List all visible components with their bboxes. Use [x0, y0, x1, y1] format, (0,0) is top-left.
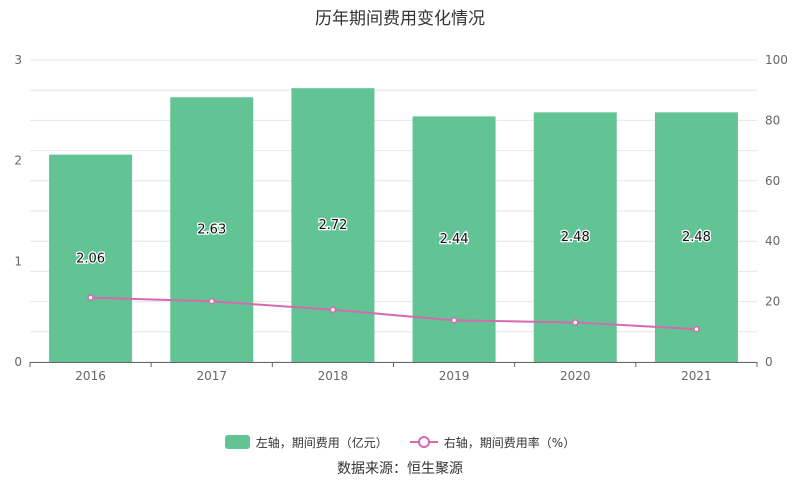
- legend-item-line[interactable]: 右轴，期间费用率（%）: [409, 434, 576, 451]
- right-axis-tick-label: 20: [765, 295, 780, 309]
- legend-bar-swatch-icon: [224, 435, 250, 449]
- line-point: [87, 294, 94, 301]
- legend-bar-label: 左轴，期间费用（亿元）: [255, 435, 388, 450]
- line-point: [693, 325, 700, 333]
- chart-title: 历年期间费用变化情况: [315, 9, 485, 29]
- bar-data-label: 2.48: [561, 230, 590, 245]
- bar-data-label: 2.63: [197, 223, 226, 238]
- right-axis-tick-label: 40: [765, 234, 780, 248]
- x-axis-tick-label: 2021: [681, 369, 712, 383]
- bar-data-label: 2.48: [682, 230, 711, 245]
- right-axis-tick-label: 60: [765, 174, 780, 188]
- line-point: [572, 319, 579, 326]
- line-path: [90, 296, 697, 331]
- right-axis-tick-label: 0: [765, 355, 773, 369]
- right-axis-tick-label: 100: [765, 53, 788, 67]
- data-labels: 2.06 2.63 2.72 2.44 2.48 2.48: [75, 217, 712, 268]
- x-axis-tick-label: 2018: [318, 369, 349, 383]
- legend-line-swatch-icon: [409, 436, 438, 448]
- grid-lines: [30, 59, 757, 363]
- bar-data-label: 2.44: [440, 232, 469, 247]
- right-axis-tick-label: 80: [765, 113, 780, 127]
- bar-series: [49, 88, 738, 362]
- legend-item-bar[interactable]: 左轴，期间费用（亿元）: [224, 434, 388, 451]
- x-axis-tick-label: 2020: [560, 369, 591, 383]
- data-source: 数据来源：恒生聚源: [337, 461, 463, 477]
- axes: 0 1 2 3 0 20 40 60 80 100 2016 2017 2018 2019 2020 2021: [14, 53, 788, 383]
- bar: [170, 97, 254, 362]
- bar: [291, 88, 375, 362]
- legend-line-label: 右轴，期间费用率（%）: [443, 435, 576, 450]
- line-point: [329, 306, 337, 314]
- x-axis-tick-label: 2019: [439, 369, 470, 383]
- line-point: [208, 298, 215, 305]
- line-series: [87, 294, 700, 333]
- left-axis-tick-label: 2: [14, 154, 22, 168]
- left-axis-tick-label: 1: [14, 254, 22, 268]
- line-point: [450, 317, 458, 324]
- left-axis-tick-label: 3: [14, 53, 22, 67]
- bar: [49, 154, 133, 362]
- bar-data-label: 2.72: [318, 218, 347, 233]
- bar-data-label: 2.06: [76, 251, 105, 266]
- bar: [654, 112, 738, 362]
- x-axis-tick-label: 2017: [196, 369, 227, 383]
- left-axis-tick-label: 0: [14, 355, 22, 369]
- legend: 左轴，期间费用（亿元） 右轴，期间费用率（%）: [0, 432, 800, 452]
- x-axis-tick-label: 2016: [75, 369, 106, 383]
